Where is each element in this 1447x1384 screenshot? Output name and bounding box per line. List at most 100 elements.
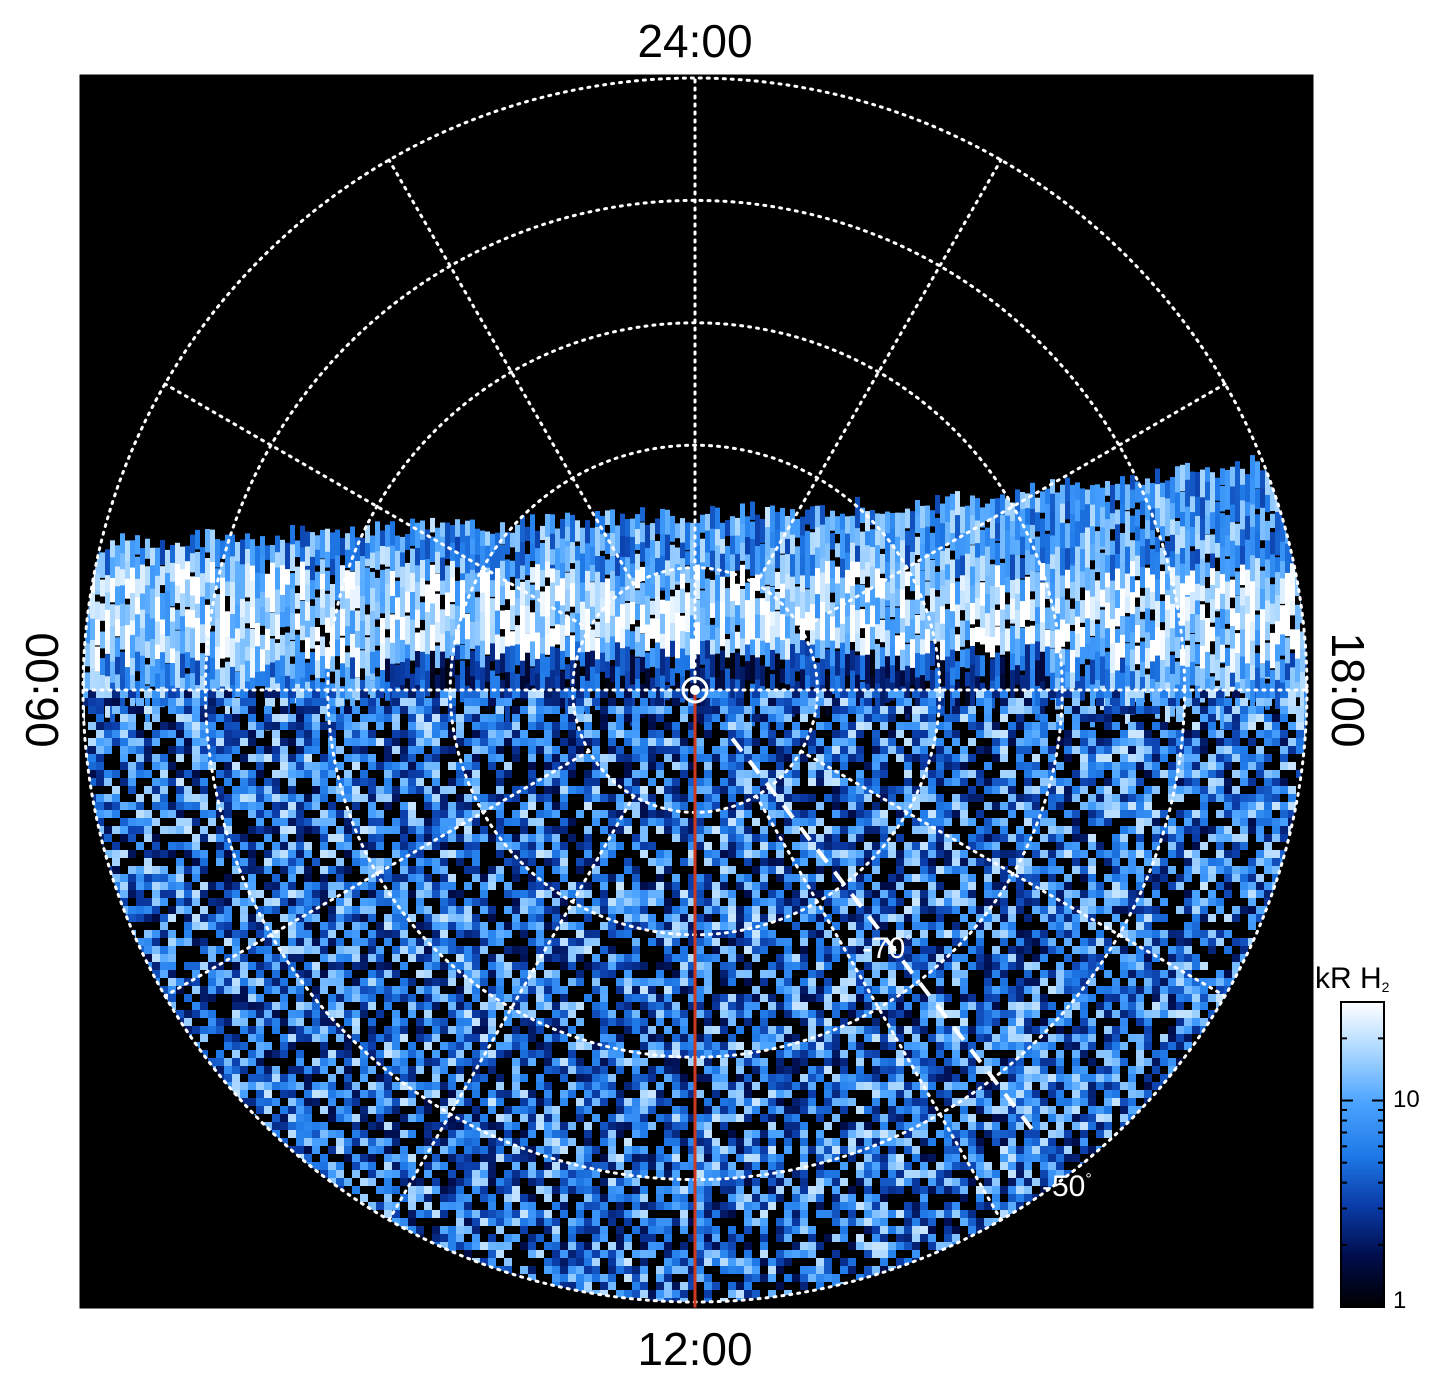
heatmap-cell xyxy=(385,546,390,567)
heatmap-cell xyxy=(390,663,395,686)
heatmap-cell xyxy=(250,580,255,614)
heatmap-cell xyxy=(736,850,744,858)
heatmap-cell xyxy=(320,850,328,858)
heatmap-cell xyxy=(352,762,360,770)
heatmap-cell xyxy=(670,640,675,657)
heatmap-cell xyxy=(280,655,285,689)
heatmap-cell xyxy=(1200,585,1205,602)
heatmap-cell xyxy=(648,730,656,738)
heatmap-cell xyxy=(656,866,664,874)
heatmap-cell xyxy=(992,722,1000,730)
heatmap-cell xyxy=(295,655,300,689)
heatmap-cell xyxy=(1008,722,1016,730)
heatmap-cell xyxy=(776,754,784,762)
heatmap-cell xyxy=(855,632,860,652)
heatmap-cell xyxy=(595,659,600,683)
heatmap-cell xyxy=(155,621,160,654)
heatmap-cell xyxy=(1272,778,1280,786)
heatmap-cell xyxy=(360,794,368,802)
heatmap-cell xyxy=(1255,531,1260,564)
heatmap-cell xyxy=(736,818,744,826)
heatmap-cell xyxy=(1048,754,1056,762)
heatmap-cell xyxy=(1072,818,1080,826)
heatmap-cell xyxy=(925,505,930,545)
heatmap-cell xyxy=(495,634,500,663)
heatmap-cell xyxy=(176,714,184,722)
heatmap-cell xyxy=(1224,794,1232,802)
heatmap-cell xyxy=(720,890,728,898)
heatmap-cell xyxy=(400,882,408,890)
heatmap-cell xyxy=(1000,786,1008,794)
heatmap-cell xyxy=(496,746,504,754)
heatmap-cell xyxy=(392,690,400,698)
heatmap-cell xyxy=(1115,608,1120,627)
heatmap-cell xyxy=(600,858,608,866)
heatmap-cell xyxy=(460,558,465,574)
heatmap-cell xyxy=(576,754,584,762)
heatmap-cell xyxy=(592,770,600,778)
heatmap-cell xyxy=(184,850,192,858)
heatmap-cell xyxy=(376,834,384,842)
heatmap-cell xyxy=(1030,669,1035,714)
heatmap-cell xyxy=(744,826,752,834)
heatmap-cell xyxy=(1096,882,1104,890)
heatmap-cell xyxy=(584,842,592,850)
heatmap-cell xyxy=(104,810,112,818)
heatmap-cell xyxy=(670,596,675,639)
heatmap-cell xyxy=(1088,770,1096,778)
heatmap-cell xyxy=(1264,778,1272,786)
heatmap-cell xyxy=(576,858,584,866)
heatmap-cell xyxy=(455,674,460,692)
heatmap-cell xyxy=(300,600,305,630)
heatmap-cell xyxy=(224,882,232,890)
heatmap-cell xyxy=(344,890,352,898)
heatmap-cell xyxy=(832,746,840,754)
heatmap-cell xyxy=(150,547,155,581)
heatmap-cell xyxy=(160,802,168,810)
heatmap-cell xyxy=(760,778,768,786)
heatmap-cell xyxy=(128,738,136,746)
heatmap-cell xyxy=(792,762,800,770)
heatmap-cell xyxy=(1104,746,1112,754)
heatmap-cell xyxy=(1272,826,1280,834)
heatmap-cell xyxy=(880,619,885,643)
heatmap-cell xyxy=(416,698,424,706)
heatmap-cell xyxy=(960,794,968,802)
heatmap-cell xyxy=(616,730,624,738)
heatmap-cell xyxy=(1255,630,1260,646)
heatmap-cell xyxy=(1224,858,1232,866)
heatmap-cell xyxy=(896,722,904,730)
heatmap-cell xyxy=(945,672,950,692)
heatmap-cell xyxy=(856,882,864,890)
heatmap-cell xyxy=(1176,778,1184,786)
heatmap-cell xyxy=(296,746,304,754)
heatmap-cell xyxy=(1256,698,1264,706)
heatmap-cell xyxy=(1200,497,1205,522)
heatmap-cell xyxy=(288,714,296,722)
heatmap-cell xyxy=(530,612,535,644)
heatmap-cell xyxy=(968,754,976,762)
heatmap-cell xyxy=(575,583,580,625)
heatmap-cell xyxy=(880,754,888,762)
heatmap-cell xyxy=(1130,489,1135,509)
heatmap-cell xyxy=(1170,585,1175,614)
heatmap-cell xyxy=(608,706,616,714)
heatmap-cell xyxy=(350,633,355,668)
heatmap-cell xyxy=(1264,858,1272,866)
heatmap-cell xyxy=(1136,810,1144,818)
heatmap-cell xyxy=(1145,648,1150,669)
heatmap-cell xyxy=(1280,578,1285,604)
heatmap-cell xyxy=(544,754,552,762)
heatmap-cell xyxy=(1192,834,1200,842)
heatmap-cell xyxy=(112,738,120,746)
heatmap-cell xyxy=(1120,778,1128,786)
heatmap-cell xyxy=(408,690,416,698)
heatmap-cell xyxy=(704,754,712,762)
heatmap-cell xyxy=(616,722,624,730)
heatmap-cell xyxy=(185,561,190,582)
heatmap-cell xyxy=(760,519,765,543)
heatmap-cell xyxy=(990,498,995,536)
heatmap-cell xyxy=(430,603,435,641)
heatmap-cell xyxy=(632,714,640,722)
heatmap-cell xyxy=(175,564,180,595)
